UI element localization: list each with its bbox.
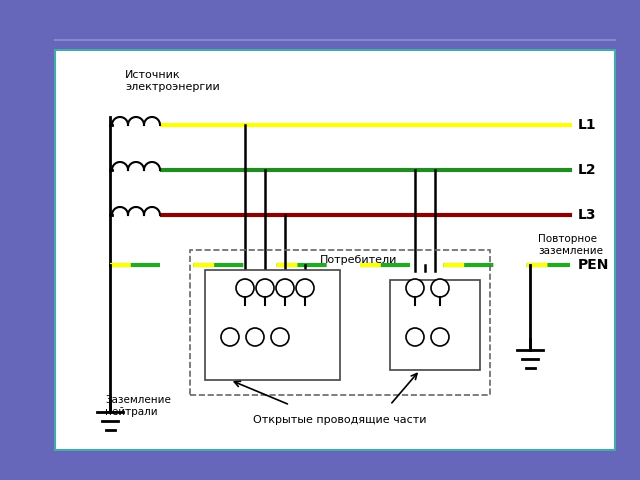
Circle shape: [296, 279, 314, 297]
Circle shape: [431, 279, 449, 297]
Circle shape: [431, 328, 449, 346]
Text: Источник
электроэнергии: Источник электроэнергии: [125, 70, 220, 92]
FancyBboxPatch shape: [55, 50, 615, 450]
Text: L1: L1: [578, 118, 596, 132]
Text: L2: L2: [578, 163, 596, 177]
Text: L3: L3: [578, 208, 596, 222]
Circle shape: [406, 279, 424, 297]
Bar: [205, 270, 340, 380]
Text: Открытые проводящие части: Открытые проводящие части: [253, 415, 427, 425]
Circle shape: [221, 328, 239, 346]
Text: PEN: PEN: [578, 258, 609, 272]
Circle shape: [246, 328, 264, 346]
Bar: [190, 250, 490, 395]
Circle shape: [406, 328, 424, 346]
Circle shape: [236, 279, 254, 297]
Circle shape: [256, 279, 274, 297]
Circle shape: [271, 328, 289, 346]
Text: Повторное
заземление: Повторное заземление: [538, 234, 603, 256]
Bar: [390, 280, 480, 370]
Circle shape: [276, 279, 294, 297]
Text: Заземление
нейтрали: Заземление нейтрали: [105, 395, 171, 417]
FancyBboxPatch shape: [0, 0, 620, 100]
Text: Потребители: Потребители: [320, 255, 397, 265]
